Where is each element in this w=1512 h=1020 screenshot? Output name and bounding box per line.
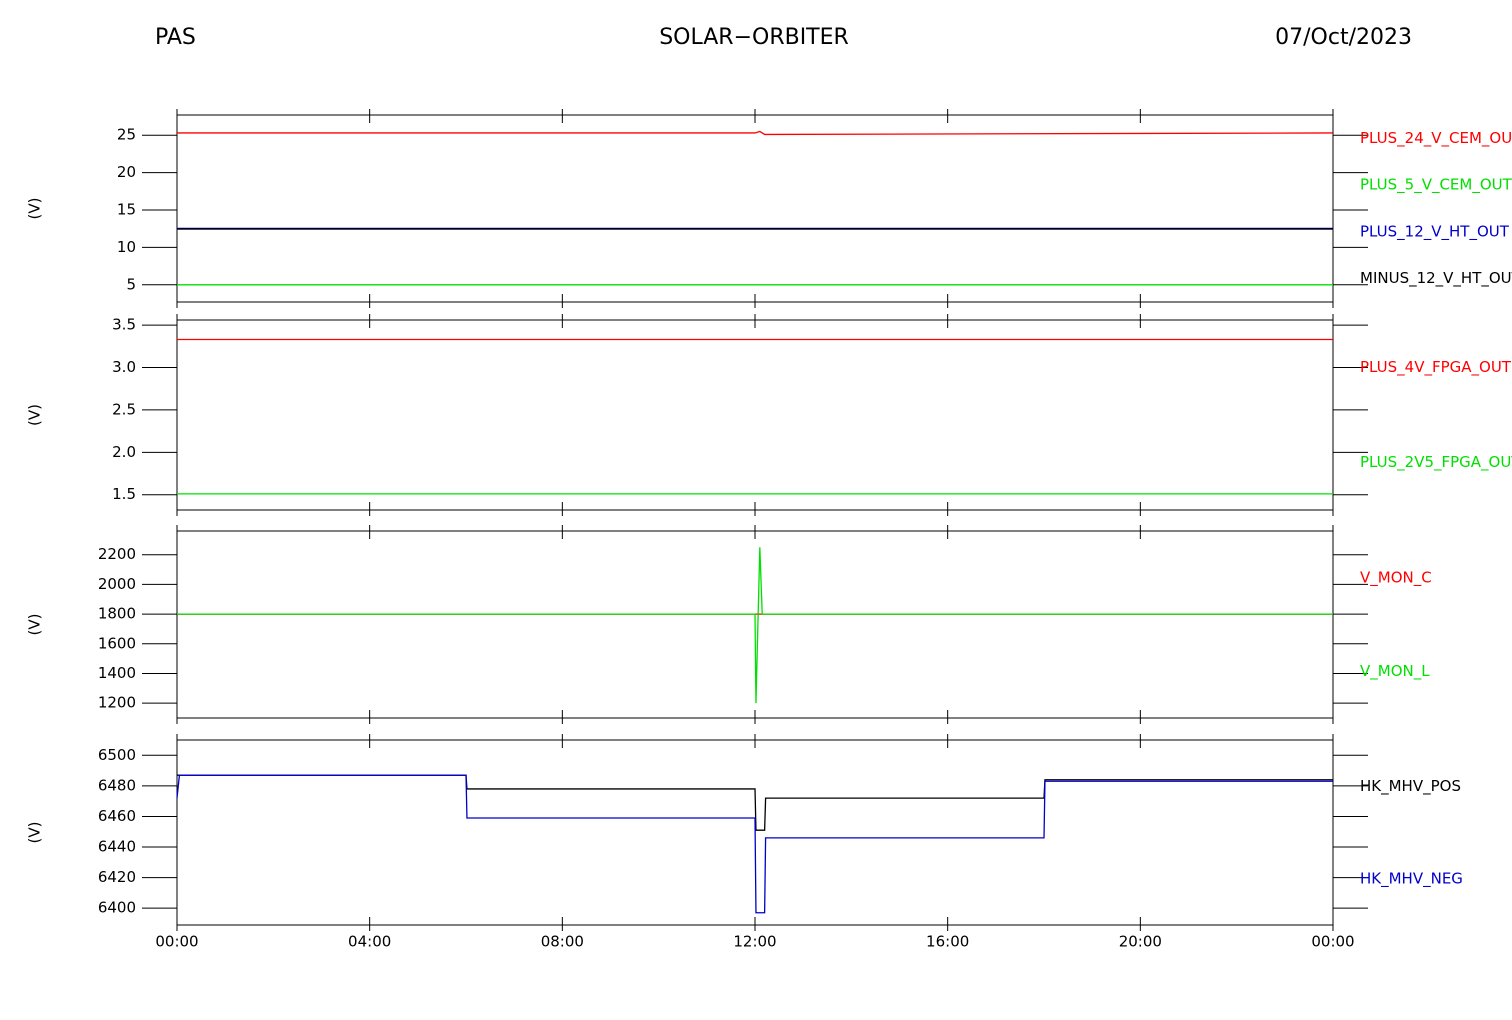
y-tick-label: 1800 bbox=[98, 605, 136, 623]
legend-label: V_MON_C bbox=[1360, 568, 1432, 587]
y-axis-label: (V) bbox=[26, 614, 44, 636]
y-axis-label: (V) bbox=[26, 404, 44, 426]
header-center: SOLAR−ORBITER bbox=[659, 25, 849, 50]
y-tick-label: 1400 bbox=[98, 664, 136, 682]
y-tick-label: 6440 bbox=[98, 838, 136, 856]
legend-label: PLUS_24_V_CEM_OUT bbox=[1360, 129, 1512, 148]
legend-label: HK_MHV_POS bbox=[1360, 777, 1461, 796]
x-tick-label: 04:00 bbox=[348, 933, 391, 951]
y-tick-label: 25 bbox=[117, 126, 136, 144]
series-line bbox=[176, 774, 1333, 914]
y-tick-label: 15 bbox=[117, 200, 136, 218]
x-tick-label: 12:00 bbox=[733, 933, 776, 951]
y-tick-label: 3.5 bbox=[112, 316, 136, 334]
x-tick-label: 00:00 bbox=[1311, 933, 1354, 951]
legend-label: MINUS_12_V_HT_OUT bbox=[1360, 269, 1512, 288]
y-tick-label: 2200 bbox=[98, 545, 136, 563]
y-tick-label: 3.0 bbox=[112, 358, 136, 376]
x-tick-label: 00:00 bbox=[155, 933, 198, 951]
legend-label: PLUS_12_V_HT_OUT bbox=[1360, 222, 1510, 241]
x-tick-label: 16:00 bbox=[926, 933, 969, 951]
y-tick-label: 1600 bbox=[98, 634, 136, 652]
y-tick-label: 6500 bbox=[98, 746, 136, 764]
y-axis-label: (V) bbox=[26, 822, 44, 844]
legend-label: PLUS_4V_FPGA_OUT bbox=[1360, 358, 1512, 377]
y-tick-label: 1200 bbox=[98, 694, 136, 712]
y-tick-label: 5 bbox=[126, 275, 136, 293]
y-tick-label: 6460 bbox=[98, 807, 136, 825]
x-tick-label: 08:00 bbox=[541, 933, 584, 951]
y-tick-label: 2.5 bbox=[112, 400, 136, 418]
y-tick-label: 6420 bbox=[98, 868, 136, 886]
y-tick-label: 10 bbox=[117, 238, 136, 256]
header-right: 07/Oct/2023 bbox=[1275, 25, 1412, 50]
legend-label: PLUS_2V5_FPGA_OUT bbox=[1360, 453, 1512, 472]
y-tick-label: 6480 bbox=[98, 776, 136, 794]
series-line bbox=[177, 130, 1334, 136]
legend-label: PLUS_5_V_CEM_OUT bbox=[1360, 176, 1512, 195]
y-tick-label: 2.0 bbox=[112, 443, 136, 461]
series-line bbox=[177, 547, 1333, 704]
legend-label: V_MON_L bbox=[1360, 662, 1430, 681]
x-tick-label: 20:00 bbox=[1119, 933, 1162, 951]
legend-label: HK_MHV_NEG bbox=[1360, 869, 1463, 888]
y-tick-label: 2000 bbox=[98, 575, 136, 593]
header-left: PAS bbox=[155, 25, 196, 50]
y-tick-label: 20 bbox=[117, 163, 136, 181]
y-axis-label: (V) bbox=[26, 198, 44, 220]
y-tick-label: 1.5 bbox=[112, 485, 136, 503]
y-tick-label: 6400 bbox=[98, 899, 136, 917]
